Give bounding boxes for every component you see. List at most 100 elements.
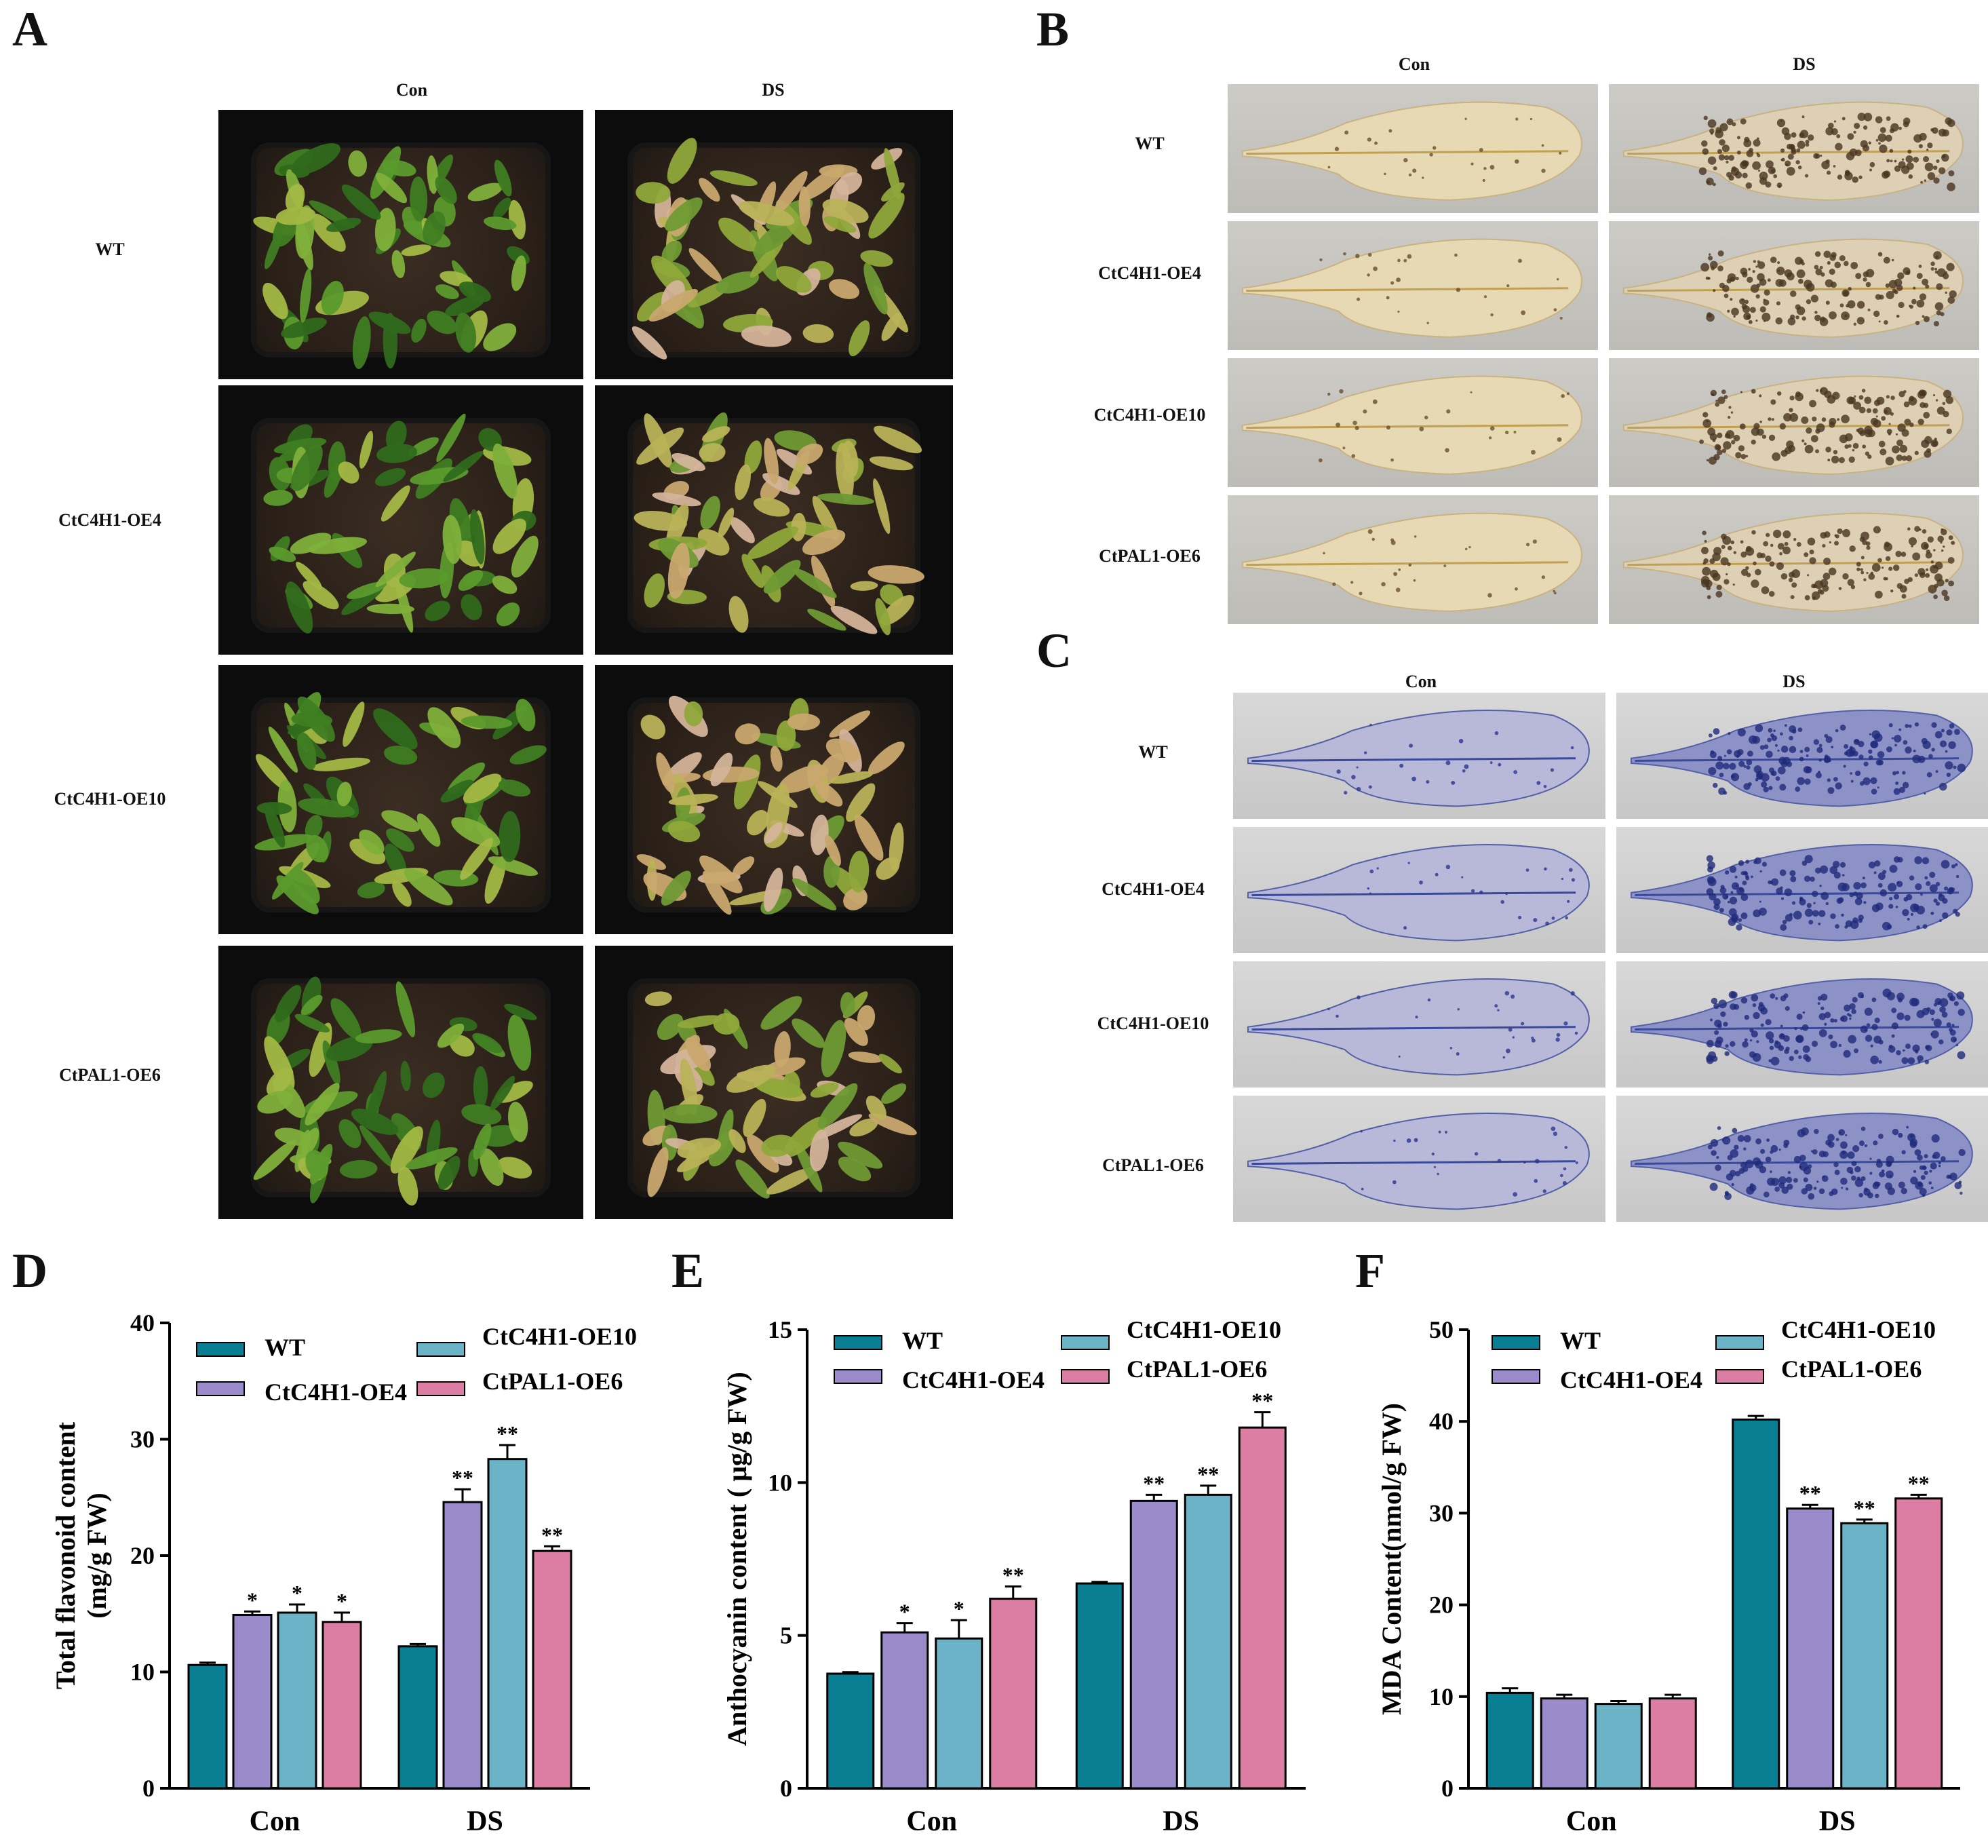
legend-label: CtC4H1-OE4 [1560, 1366, 1702, 1393]
panel-f-letter: F [1355, 1244, 1385, 1298]
significance-marker: * [336, 1589, 347, 1613]
y-axis-label: Anthocyanin content ( μg/g FW) [722, 1372, 752, 1746]
x-category-label: Con [1566, 1806, 1617, 1837]
legend-label: WT [902, 1327, 943, 1354]
panel-e-letter: E [671, 1244, 705, 1298]
x-category-label: Con [250, 1806, 300, 1837]
y-axis-label: Total flavonoid content [50, 1421, 81, 1689]
bar-ctc4h1-oe10-con [935, 1637, 983, 1790]
bar-ctc4h1-oe4-ds [1129, 1499, 1178, 1790]
plant-photo-oe4-con [218, 385, 583, 655]
significance-marker: ** [1854, 1496, 1875, 1520]
panel-a-col-ds: DS [762, 80, 785, 100]
y-tick-label: 50 [1429, 1316, 1454, 1343]
y-tick-label: 5 [780, 1622, 792, 1649]
y-axis-label-units: (mg/g FW) [81, 1493, 112, 1619]
bar-ctc4h1-oe4-con [880, 1631, 929, 1790]
y-tick-label: 10 [1429, 1683, 1454, 1710]
significance-marker: * [247, 1587, 258, 1612]
leaf-photo-b-oe10-ds [1609, 358, 1979, 487]
legend-label: CtPAL1-OE6 [482, 1368, 623, 1395]
legend-swatch [1715, 1335, 1764, 1350]
panel-a-col-con: Con [395, 80, 428, 100]
plant-photo-wt-ds [595, 110, 953, 379]
significance-marker: ** [1799, 1481, 1821, 1505]
bar-ctc4h1-oe4-ds [1786, 1507, 1835, 1790]
y-tick-label: 0 [142, 1775, 155, 1802]
panel-a-letter: A [12, 2, 47, 56]
legend-swatch [1061, 1369, 1110, 1384]
leaf-photo-b-oe4-con [1228, 221, 1598, 350]
legend-label: CtC4H1-OE10 [482, 1323, 637, 1350]
legend-swatch [1061, 1335, 1110, 1350]
significance-marker: ** [1143, 1471, 1165, 1495]
y-tick-label: 10 [768, 1469, 792, 1496]
panel-c-row-oe4: CtC4H1-OE4 [1102, 879, 1205, 899]
y-tick-label: 20 [130, 1542, 155, 1569]
chart-d-total-flavonoid: 0 10 20 30 40 Total flavonoid content (mg/g FW… [50, 1309, 637, 1837]
plant-photo-oe10-ds [595, 665, 953, 934]
x-category-label: DS [1163, 1806, 1199, 1837]
bar-ctpal1-oe6-ds [532, 1549, 572, 1790]
leaf-photo-c-oe10-con [1233, 961, 1605, 1087]
bar-wt-con [1485, 1691, 1534, 1790]
legend-swatch [196, 1342, 245, 1357]
significance-marker: ** [1002, 1563, 1024, 1587]
y-axis-label: MDA Content(nmol/g FW) [1376, 1403, 1407, 1715]
legend-label: WT [1560, 1327, 1601, 1354]
y-tick-label: 40 [1429, 1408, 1454, 1435]
leaf-photo-c-wt-con [1233, 693, 1605, 819]
panel-c-row-oe10: CtC4H1-OE10 [1097, 1014, 1209, 1033]
bar-wt-ds [397, 1645, 438, 1790]
panel-a-row-oe10: CtC4H1-OE10 [54, 789, 166, 809]
leaf-photo-b-wt-ds [1609, 84, 1979, 213]
leaf-photo-c-oe10-ds [1616, 961, 1988, 1087]
panel-c-letter: C [1036, 623, 1072, 678]
panel-c-col-ds: DS [1782, 672, 1806, 691]
panel-b-letter: B [1036, 2, 1070, 56]
bar-ctc4h1-oe4-ds [442, 1501, 483, 1790]
legend-label: CtC4H1-OE4 [902, 1366, 1045, 1393]
legend-label: CtC4H1-OE4 [265, 1379, 407, 1406]
panel-a-row-wt: WT [95, 239, 125, 259]
leaf-photo-c-oe4-ds [1616, 827, 1988, 953]
plant-photo-oe10-con [218, 665, 583, 934]
y-tick-label: 20 [1429, 1592, 1454, 1619]
significance-marker: * [899, 1600, 910, 1624]
legend-swatch [1492, 1335, 1540, 1350]
significance-marker: ** [452, 1465, 473, 1490]
leaf-photo-b-pal1-ds [1609, 495, 1979, 624]
legend-label: CtC4H1-OE10 [1127, 1316, 1281, 1343]
panel-d-letter: D [12, 1244, 47, 1298]
bar-ctc4h1-oe4-con [232, 1613, 273, 1790]
y-tick-label: 30 [130, 1426, 155, 1453]
panel-b-row-pal1: CtPAL1-OE6 [1099, 546, 1201, 566]
significance-marker: ** [496, 1421, 518, 1446]
y-tick-label: 15 [768, 1316, 792, 1343]
leaf-photo-b-pal1-con [1228, 495, 1598, 624]
bar-ctc4h1-oe4-con [1540, 1697, 1589, 1790]
legend-swatch [416, 1381, 465, 1396]
legend-swatch [834, 1335, 882, 1350]
panel-b-col-con: Con [1398, 54, 1430, 74]
leaf-photo-c-pal1-ds [1616, 1096, 1988, 1222]
significance-marker: * [954, 1596, 964, 1621]
bar-wt-con [187, 1663, 228, 1790]
leaf-photo-c-pal1-con [1233, 1096, 1605, 1222]
legend-swatch [834, 1369, 882, 1384]
bar-ctc4h1-oe10-ds [1184, 1493, 1232, 1790]
bar-ctc4h1-oe10-con [1594, 1703, 1643, 1790]
panel-b-row-wt: WT [1135, 134, 1165, 153]
panel-c-row-pal1: CtPAL1-OE6 [1102, 1155, 1204, 1175]
legend-swatch [196, 1381, 245, 1396]
legend-label: CtPAL1-OE6 [1781, 1355, 1922, 1383]
plant-photo-oe4-ds [595, 385, 953, 655]
legend-label: CtC4H1-OE10 [1781, 1316, 1936, 1343]
legend-swatch [1492, 1369, 1540, 1384]
bar-ctc4h1-oe10-ds [1840, 1522, 1889, 1790]
bar-ctc4h1-oe10-ds [487, 1458, 528, 1790]
bar-ctpal1-oe6-ds [1238, 1426, 1287, 1790]
x-category-label: DS [467, 1806, 503, 1837]
significance-marker: ** [1197, 1462, 1219, 1486]
significance-marker: * [292, 1581, 303, 1605]
